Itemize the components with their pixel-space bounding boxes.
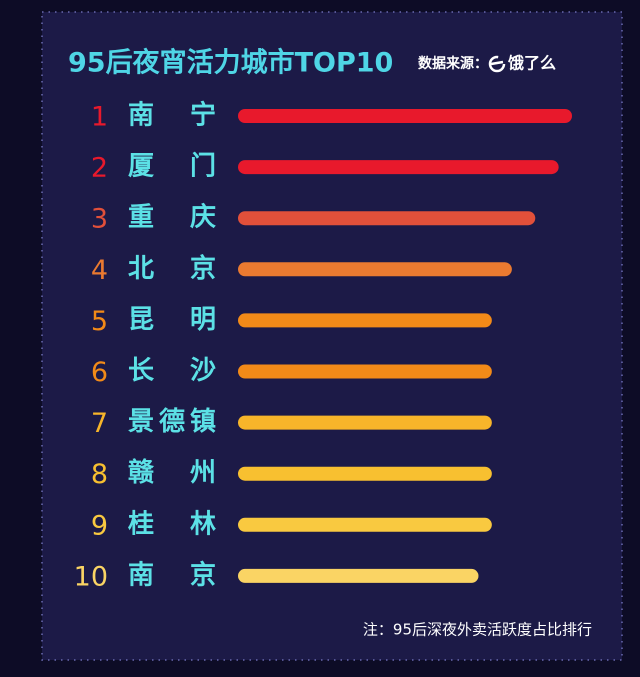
bar: [238, 160, 559, 175]
rank: 10: [74, 561, 108, 592]
note: 注：95后深夜外卖活跃度占比排行: [363, 621, 592, 639]
bar: [238, 313, 492, 328]
category-label: 景德镇: [128, 407, 216, 437]
rank: 3: [91, 204, 108, 235]
source-label: 数据来源：: [418, 55, 488, 72]
source: 饿了么: [507, 54, 556, 73]
logo-icon: [488, 55, 506, 73]
bar: [238, 109, 572, 123]
rank: 8: [91, 459, 108, 490]
bar: [238, 466, 492, 481]
rank: 7: [91, 408, 108, 439]
bar: [238, 568, 479, 583]
source-logo: 饿了么: [488, 54, 556, 73]
bar: [238, 415, 492, 430]
bar: [238, 364, 492, 379]
rank: 4: [91, 255, 108, 286]
rank: 2: [91, 153, 108, 184]
logo-icon-bar: [490, 60, 504, 66]
rank: 6: [91, 357, 108, 388]
bar: [238, 262, 512, 277]
rank: 5: [91, 306, 108, 337]
bar: [238, 517, 492, 532]
rank: 9: [91, 510, 108, 541]
chart-title: 95后夜宵活力城市TOP10: [68, 47, 393, 79]
bar: [238, 211, 536, 226]
rank: 1: [91, 102, 108, 133]
